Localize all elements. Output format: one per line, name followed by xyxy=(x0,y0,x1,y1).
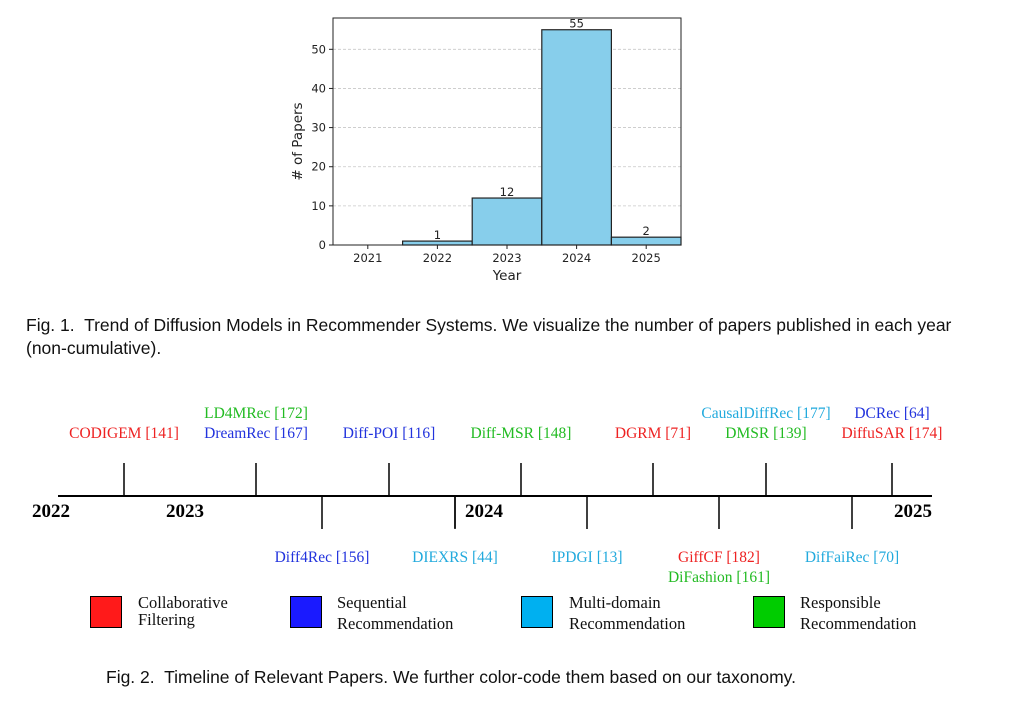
data-label: 12 xyxy=(500,185,515,199)
figure-2-label: Fig. 2. xyxy=(106,667,155,687)
bar xyxy=(610,236,682,246)
paper-entry: Diff4Rec [156] xyxy=(274,549,370,566)
paper-entry: DGRM [71] xyxy=(614,425,692,442)
figure-1-label: Fig. 1. xyxy=(26,315,75,335)
year-label-2024: 2024 xyxy=(465,501,503,522)
x-tick-label: 2023 xyxy=(492,251,521,265)
paper-entry: GiffCF [182] xyxy=(678,549,760,566)
year-label-2023: 2023 xyxy=(166,501,204,522)
legend-swatch xyxy=(521,596,553,628)
paper-entry: DMSR [139] xyxy=(725,425,807,442)
paper-entry: Diff-POI [116] xyxy=(342,425,436,442)
timeline-axis xyxy=(58,463,932,529)
paper-entry: DCRec [64] xyxy=(854,405,930,422)
paper-entry: CausalDiffRec [177] xyxy=(701,405,831,422)
y-axis-label: # of Papers xyxy=(290,102,306,180)
bar xyxy=(541,29,612,246)
figure-1-caption: Fig. 1. Trend of Diffusion Models in Rec… xyxy=(26,314,966,360)
paper-entry: CODIGEM [141] xyxy=(69,425,179,442)
x-tick-label: 2025 xyxy=(632,251,661,265)
figure-2-caption: Fig. 2. Timeline of Relevant Papers. We … xyxy=(106,666,986,689)
y-tick-label: 0 xyxy=(319,238,326,252)
y-tick-label: 30 xyxy=(311,121,326,135)
paper-entry: IPDGI [13] xyxy=(551,549,623,566)
paper-entry: DIEXRS [44] xyxy=(412,549,498,566)
data-label: 55 xyxy=(569,17,584,31)
figure-2-text: Timeline of Relevant Papers. We further … xyxy=(164,667,796,687)
bar xyxy=(471,197,543,246)
paper-entry: DiffuSAR [174] xyxy=(841,425,943,442)
paper-entry: Diff-MSR [148] xyxy=(470,425,572,442)
legend-swatch xyxy=(90,596,122,628)
paper-entry: DifFaiRec [70] xyxy=(804,549,900,566)
data-label: 2 xyxy=(643,224,650,238)
year-label-2022: 2022 xyxy=(32,501,70,522)
data-label: 1 xyxy=(434,228,441,242)
paper-entry: DiFashion [161] xyxy=(667,569,771,586)
y-tick-label: 50 xyxy=(311,42,326,56)
legend-label: Sequential Recommendation xyxy=(337,593,454,633)
y-tick-label: 10 xyxy=(311,199,326,213)
figure-1-text: Trend of Diffusion Models in Recommender… xyxy=(26,315,952,358)
paper-entry: LD4MRec [172] xyxy=(204,405,308,422)
legend-swatch xyxy=(290,596,322,628)
legend-label: Responsible Recommendation xyxy=(800,593,917,633)
x-axis-label: Year xyxy=(492,268,522,284)
legend-swatch xyxy=(753,596,785,628)
y-tick-label: 20 xyxy=(311,160,326,174)
paper-entry: DreamRec [167] xyxy=(204,425,308,442)
year-label-2025: 2025 xyxy=(894,501,932,522)
x-tick-label: 2022 xyxy=(423,251,452,265)
legend-label: Collaborative Filtering xyxy=(138,593,228,629)
legend-label: Multi-domain Recommendation xyxy=(569,593,686,633)
x-tick-label: 2024 xyxy=(562,251,591,265)
y-tick-label: 40 xyxy=(311,81,326,95)
x-tick-label: 2021 xyxy=(353,251,382,265)
